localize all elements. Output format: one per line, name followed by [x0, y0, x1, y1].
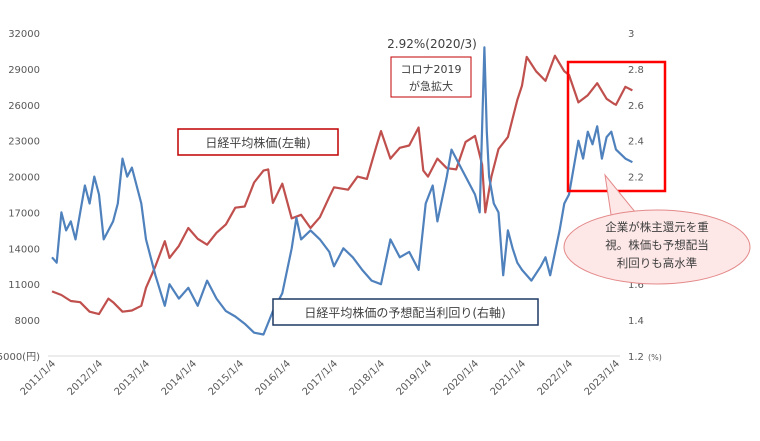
- x-tick: 2022/1/4: [536, 358, 576, 398]
- right-tick-label: 1.6: [628, 280, 644, 291]
- x-axis-ticks: 2011/1/4 2012/1/4 2013/1/4 2014/1/4 2015/1/4…: [19, 358, 623, 398]
- nikkei-price-line: [51, 54, 633, 316]
- x-tick: 2014/1/4: [160, 358, 200, 398]
- corona-label-line2: が急拡大: [409, 79, 453, 93]
- left-tick-label: 11000: [8, 280, 40, 291]
- left-tick-label: 17000: [8, 208, 40, 219]
- right-tick-label: 2.4: [628, 137, 644, 148]
- callout-line2: 視。株価も予想配当: [605, 238, 709, 252]
- left-tick-label: 29000: [8, 65, 40, 76]
- x-tick: 2023/1/4: [583, 358, 623, 398]
- x-tick: 2021/1/4: [489, 358, 529, 398]
- nikkei-legend-label: 日経平均株価(左軸): [205, 135, 310, 150]
- x-tick-label: 2016/1/4: [254, 358, 294, 398]
- series-layer: [51, 46, 633, 336]
- x-tick-label: 2017/1/4: [301, 358, 341, 398]
- highlight-box: [566, 60, 667, 193]
- left-tick-label: 26000: [8, 101, 40, 112]
- x-tick-label: 2014/1/4: [160, 358, 200, 398]
- x-tick-label: 2012/1/4: [66, 358, 106, 398]
- right-tick-label: 3: [628, 29, 634, 40]
- x-tick: 2020/1/4: [442, 358, 482, 398]
- left-tick-label: 14000: [8, 244, 40, 255]
- right-tick-label: 2.2: [628, 173, 644, 184]
- left-tick-label: 32000: [8, 29, 40, 40]
- x-tick-label: 2013/1/4: [113, 358, 153, 398]
- x-tick-label: 2020/1/4: [442, 358, 482, 398]
- yield-legend-label: 日経平均株価の予想配当利回り(右軸): [304, 305, 505, 320]
- right-axis-ticks: 32.82.62.42.221.81.61.41.2(%): [628, 29, 662, 363]
- x-tick-label: 2015/1/4: [207, 358, 247, 398]
- x-tick: 2013/1/4: [113, 358, 153, 398]
- right-tick-label: 2.8: [628, 65, 644, 76]
- right-tick-label: 2.6: [628, 101, 644, 112]
- left-axis-ticks: 32000 29000 26000 23000 20000 17000 14000 11000…: [0, 29, 40, 363]
- right-tick-label: 1.4: [628, 316, 644, 327]
- right-axis-unit: (%): [648, 353, 662, 362]
- x-tick: 2011/1/4: [19, 358, 59, 398]
- x-tick-label: 2011/1/4: [19, 358, 59, 398]
- corona-label-line1: コロナ2019: [401, 63, 462, 76]
- x-tick: 2016/1/4: [254, 358, 294, 398]
- x-tick-label: 2019/1/4: [395, 358, 435, 398]
- x-tick: 2019/1/4: [395, 358, 435, 398]
- x-tick: 2015/1/4: [207, 358, 247, 398]
- dividend-yield-line: [51, 46, 633, 336]
- x-tick-label: 2021/1/4: [489, 358, 529, 398]
- left-tick-label: 20000: [8, 173, 40, 184]
- callout-line1: 企業が株主還元を重: [605, 220, 709, 234]
- x-tick-label: 2022/1/4: [536, 358, 576, 398]
- x-tick: 2017/1/4: [301, 358, 341, 398]
- left-tick-label: 8000: [15, 316, 40, 327]
- corona-box: [390, 56, 472, 98]
- left-tick-label: 5000(円): [0, 352, 40, 363]
- yield-legend-box: [272, 298, 539, 326]
- callout-bubble: [563, 209, 751, 285]
- nikkei-legend-box: [177, 128, 339, 156]
- x-tick: 2018/1/4: [348, 358, 388, 398]
- left-tick-label: 23000: [8, 137, 40, 148]
- right-tick-label: 1.2: [628, 352, 644, 363]
- x-tick: 2012/1/4: [66, 358, 106, 398]
- x-tick-label: 2018/1/4: [348, 358, 388, 398]
- x-tick-label: 2023/1/4: [583, 358, 623, 398]
- callout-line3: 利回りも高水準: [617, 256, 698, 270]
- peak-label: 2.92%(2020/3): [387, 37, 477, 51]
